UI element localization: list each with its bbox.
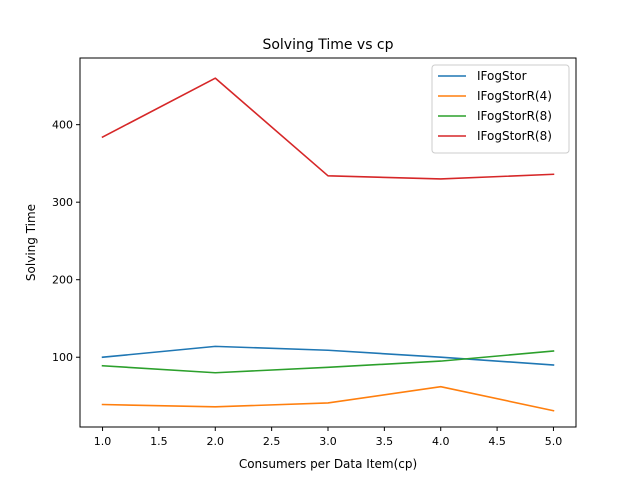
x-tick-label: 2.5 xyxy=(263,435,281,448)
legend-label: IFogStorR(8) xyxy=(477,109,552,123)
legend-item: IFogStorR(4) xyxy=(438,89,552,103)
x-tick-label: 5.0 xyxy=(545,435,563,448)
x-tick-label: 3.0 xyxy=(319,435,337,448)
x-tick-label: 2.0 xyxy=(207,435,225,448)
x-tick-label: 1.5 xyxy=(150,435,168,448)
legend-item: IFogStorR(8) xyxy=(438,129,552,143)
series-line-ifogstorr-8-4 xyxy=(101,77,555,180)
chart-title: Solving Time vs cp xyxy=(262,37,393,53)
x-tick-label: 3.5 xyxy=(376,435,394,448)
x-tick-label: 4.0 xyxy=(432,435,450,448)
legend-label: IFogStorR(4) xyxy=(477,89,552,103)
x-tick-label: 1.0 xyxy=(94,435,112,448)
legend-label: IFogStorR(8) xyxy=(477,129,552,143)
y-ticks: 100 200 300 400 xyxy=(52,119,80,364)
y-tick-label: 300 xyxy=(52,196,73,209)
x-axis-label: Consumers per Data Item(cp) xyxy=(239,457,417,471)
x-ticks: 1.0 1.5 2.0 2.5 3.0 3.5 4.0 4.5 5.0 xyxy=(94,427,562,448)
x-tick-label: 4.5 xyxy=(488,435,506,448)
series-line-ifogstorr-8-3 xyxy=(101,350,555,374)
legend-box xyxy=(431,64,570,154)
y-axis-label: Solving Time xyxy=(24,204,38,281)
y-tick-label: 100 xyxy=(52,351,73,364)
series-line-ifogstorr-4-2 xyxy=(101,385,555,412)
legend-label: IFogStor xyxy=(477,69,527,83)
series-lines xyxy=(101,77,555,412)
legend-item: IFogStorR(8) xyxy=(438,109,552,123)
y-tick-label: 400 xyxy=(52,119,73,132)
legend: IFogStor IFogStorR(4) IFogStorR(8) IFogStor… xyxy=(431,64,570,154)
legend-item: IFogStor xyxy=(438,69,527,83)
series-line-ifogstor-1 xyxy=(101,345,555,366)
y-tick-label: 200 xyxy=(52,274,73,287)
